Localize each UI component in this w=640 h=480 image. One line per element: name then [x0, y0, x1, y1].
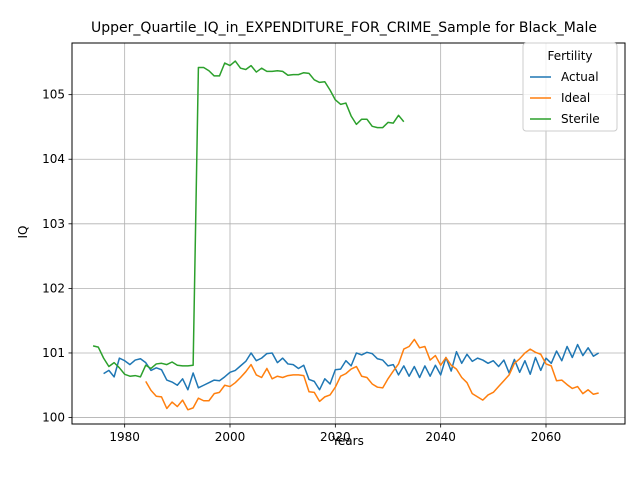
x-tick-label: 2000	[215, 430, 246, 444]
x-tick-label: 2040	[425, 430, 456, 444]
y-tick-label: 105	[42, 88, 65, 102]
legend-box	[522, 42, 618, 132]
series-line-actual	[103, 343, 600, 391]
y-tick-label: 101	[42, 346, 65, 360]
legend-title: Fertility	[547, 49, 592, 63]
y-tick-label: 100	[42, 411, 65, 425]
legend-label-ideal: Ideal	[561, 91, 590, 105]
plot-frame	[71, 42, 626, 425]
x-tick-label: 1980	[109, 430, 140, 444]
chart-title: Upper_Quartile_IQ_in_EXPENDITURE_FOR_CRI…	[91, 20, 597, 36]
y-tick-label: 104	[42, 152, 65, 166]
series-line-sterile	[92, 60, 405, 378]
x-axis-label: Years	[331, 434, 364, 448]
axis-ticks: 1980 2000 2020 2040 2060 100 101 102 103 104 105	[42, 88, 561, 444]
series-lines	[92, 60, 600, 411]
y-tick-label: 102	[42, 281, 65, 295]
legend-label-actual: Actual	[561, 70, 599, 84]
legend-label-sterile: Sterile	[561, 112, 600, 126]
y-tick-label: 103	[42, 217, 65, 231]
series-line-ideal	[145, 338, 599, 411]
legend: Fertility Actual Ideal Sterile	[522, 42, 618, 132]
y-axis-label: IQ	[16, 226, 30, 239]
x-tick-label: 2020	[320, 430, 351, 444]
x-tick-label: 2060	[531, 430, 562, 444]
